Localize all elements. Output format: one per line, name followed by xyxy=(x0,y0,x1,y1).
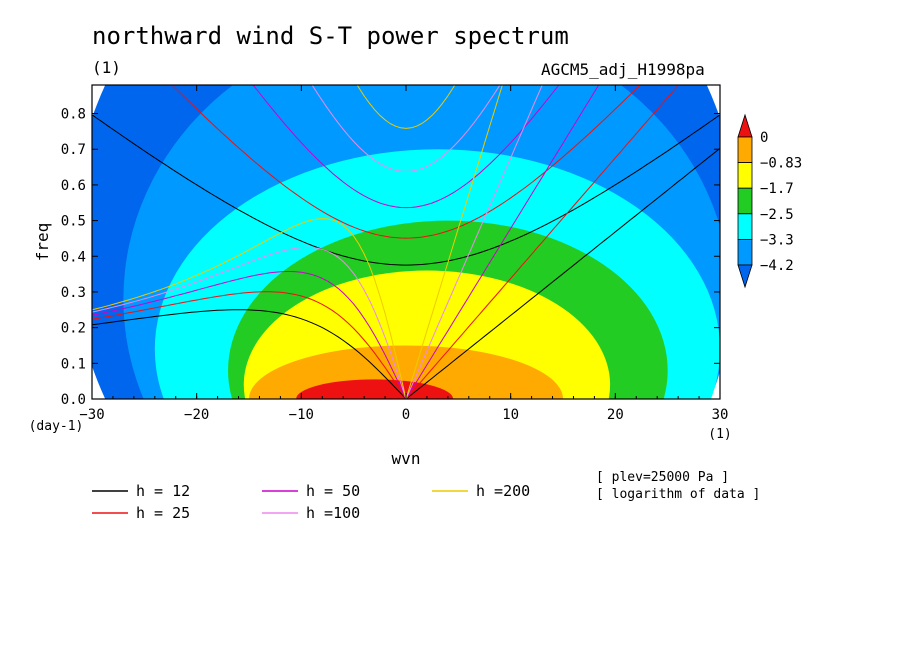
x-tick-label: −10 xyxy=(289,407,314,423)
y-tick-label: 0.0 xyxy=(61,392,86,408)
y-tick-label: 0.1 xyxy=(61,356,86,372)
legend-label: h = 12 xyxy=(136,482,190,500)
x-tick-label: 10 xyxy=(502,407,519,423)
y-tick-label: 0.8 xyxy=(61,107,86,123)
note-plev: [ plev=25000 Pa ] xyxy=(596,470,729,485)
colorbar-segment xyxy=(737,136,753,164)
experiment-label: AGCM5_adj_H1998pa xyxy=(541,60,705,79)
y-tick-label: 0.2 xyxy=(61,321,86,337)
note-log: [ logarithm of data ] xyxy=(596,487,760,502)
dispersion-curve-h100-branch-1 xyxy=(311,85,501,172)
colorbar-top-arrow xyxy=(737,113,753,138)
colorbar: 0 −0.83 −1.7 −2.5 −3.3 −4.2 xyxy=(737,113,802,289)
dispersion-curve-h100-branch-2 xyxy=(92,246,407,399)
dispersion-curve-h100-branch-0 xyxy=(405,85,543,399)
legend-label: h = 25 xyxy=(136,504,190,522)
units-label: (1) xyxy=(92,58,121,77)
x-tick-label: 20 xyxy=(607,407,624,423)
y-unit-label: (day-1) xyxy=(29,419,84,434)
x-tick-label: −30 xyxy=(79,407,104,423)
y-tick-label: 0.5 xyxy=(61,214,86,230)
axis-ticks: −30 −20 −10 0 10 20 30 0.0 0.1 0.2 0.3 0.4 0.5 0.6 0.7… xyxy=(61,85,729,423)
colorbar-segment xyxy=(737,238,753,266)
colorbar-label: −1.7 xyxy=(760,181,794,197)
contour-fills xyxy=(92,85,720,399)
colorbar-segment xyxy=(737,187,753,215)
y-axis-label: freq xyxy=(33,223,52,262)
dispersion-curve-h12-branch-2 xyxy=(92,309,407,399)
colorbar-label: −4.2 xyxy=(760,258,794,274)
y-tick-label: 0.4 xyxy=(61,249,86,265)
dispersion-curves xyxy=(92,85,720,399)
y-tick-label: 0.7 xyxy=(61,142,86,158)
y-tick-label: 0.3 xyxy=(61,285,86,301)
dispersion-curve-h50-branch-1 xyxy=(252,85,560,209)
x-tick-label: 0 xyxy=(402,407,410,423)
dispersion-curve-h200-branch-0 xyxy=(405,85,503,399)
dispersion-curve-h200-branch-2 xyxy=(92,218,407,399)
x-unit-label: (1) xyxy=(708,427,731,442)
dispersion-curve-h12-branch-0 xyxy=(405,147,720,399)
dispersion-curve-h25-branch-2 xyxy=(92,291,407,399)
legend-label: h =100 xyxy=(306,504,360,522)
dispersion-curve-h50-branch-0 xyxy=(405,85,600,399)
x-axis-label: wvn xyxy=(392,449,421,468)
dispersion-curve-h12-branch-1 xyxy=(92,114,720,266)
colorbar-segment xyxy=(737,213,753,240)
legend: h = 12 h = 25 h = 50 h =100 h =200 xyxy=(92,482,530,522)
colorbar-label: 0 xyxy=(760,130,768,146)
dispersion-curve-h25-branch-1 xyxy=(171,85,641,239)
dispersion-curve-h25-branch-0 xyxy=(405,85,680,399)
colorbar-bottom-arrow xyxy=(737,264,753,289)
colorbar-segment xyxy=(737,162,753,189)
chart-title: northward wind S-T power spectrum xyxy=(92,22,569,50)
x-tick-label: 30 xyxy=(712,407,729,423)
dispersion-curve-h200-branch-1 xyxy=(356,85,456,129)
x-tick-label: −20 xyxy=(184,407,209,423)
colorbar-label: −2.5 xyxy=(760,207,794,223)
legend-label: h =200 xyxy=(476,482,530,500)
dispersion-curve-h50-branch-2 xyxy=(92,271,407,399)
colorbar-label: −3.3 xyxy=(760,232,794,248)
y-tick-label: 0.6 xyxy=(61,178,86,194)
legend-label: h = 50 xyxy=(306,482,360,500)
colorbar-label: −0.83 xyxy=(760,156,802,172)
contour-region-6 xyxy=(296,379,454,399)
